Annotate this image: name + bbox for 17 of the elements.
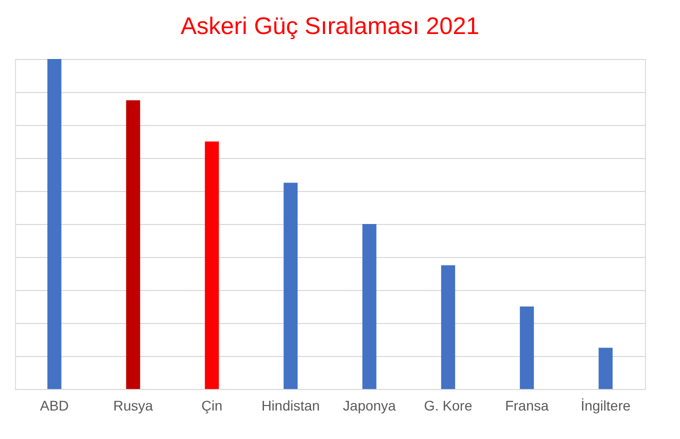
- bar: [598, 348, 613, 389]
- bar: [362, 224, 376, 389]
- x-tick-label: İngiltere: [580, 398, 631, 414]
- bar: [520, 306, 534, 389]
- bar: [441, 265, 456, 389]
- x-tick-label: G. Kore: [424, 398, 472, 414]
- bar: [47, 59, 62, 389]
- bar: [126, 100, 140, 389]
- x-tick-label: Çin: [201, 398, 222, 414]
- bar: [204, 142, 219, 389]
- bar: [284, 182, 298, 389]
- x-tick-label: Fransa: [505, 398, 549, 414]
- x-tick-label: Japonya: [342, 398, 396, 414]
- chart-title: Askeri Güç Sıralaması 2021: [180, 13, 480, 40]
- x-tick-label: ABD: [40, 398, 69, 414]
- x-tick-label: Hindistan: [261, 398, 320, 414]
- x-tick-label: Rusya: [113, 398, 154, 414]
